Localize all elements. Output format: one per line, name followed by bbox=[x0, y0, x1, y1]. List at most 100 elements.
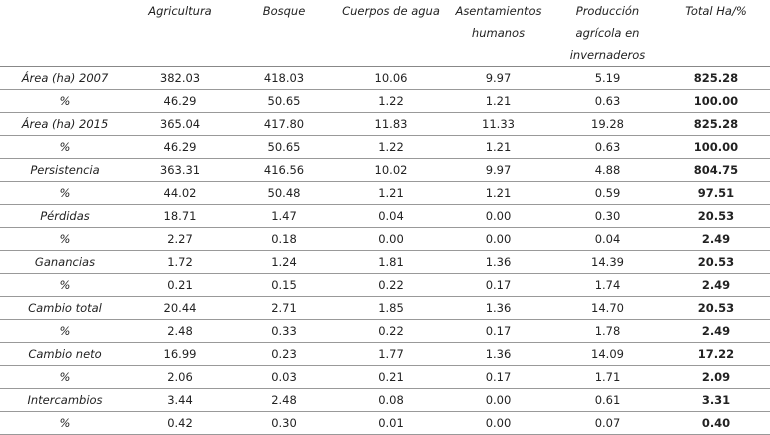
table-row: Cambio total 20.44 2.71 1.85 1.36 14.70 20.53 bbox=[0, 296, 770, 320]
row-label: Persistencia bbox=[0, 158, 130, 182]
value-cell: 1.74 bbox=[553, 273, 662, 297]
value-cell: 10.06 bbox=[338, 66, 444, 90]
value-cell: 0.15 bbox=[230, 273, 338, 297]
value-cell: 3.44 bbox=[130, 388, 230, 412]
value-cell: 418.03 bbox=[230, 66, 338, 90]
value-cell: 50.65 bbox=[230, 89, 338, 113]
value-cell: 50.48 bbox=[230, 181, 338, 205]
total-cell: 3.31 bbox=[662, 388, 770, 412]
table-row: Área (ha) 2007 382.03 418.03 10.06 9.97 5.19 8… bbox=[0, 66, 770, 90]
value-cell: 0.07 bbox=[553, 411, 662, 435]
table-row: % 2.48 0.33 0.22 0.17 1.78 2.49 bbox=[0, 319, 770, 343]
row-label: Área (ha) 2007 bbox=[0, 66, 130, 90]
value-cell: 0.00 bbox=[444, 204, 553, 228]
total-cell: 20.53 bbox=[662, 250, 770, 274]
row-label: Pérdidas bbox=[0, 204, 130, 228]
value-cell: 11.33 bbox=[444, 112, 553, 136]
table-row: % 2.27 0.18 0.00 0.00 0.04 2.49 bbox=[0, 227, 770, 251]
total-cell: 100.00 bbox=[662, 89, 770, 113]
value-cell: 0.61 bbox=[553, 388, 662, 412]
value-cell: 0.00 bbox=[444, 411, 553, 435]
table-row: % 46.29 50.65 1.22 1.21 0.63 100.00 bbox=[0, 89, 770, 113]
value-cell: 1.21 bbox=[444, 135, 553, 159]
value-cell: 1.71 bbox=[553, 365, 662, 389]
value-cell: 365.04 bbox=[130, 112, 230, 136]
value-cell: 0.17 bbox=[444, 319, 553, 343]
value-cell: 5.19 bbox=[553, 66, 662, 90]
row-label: Cambio total bbox=[0, 296, 130, 320]
value-cell: 1.21 bbox=[444, 89, 553, 113]
row-label: % bbox=[0, 227, 130, 251]
value-cell: 16.99 bbox=[130, 342, 230, 366]
table-row: % 2.06 0.03 0.21 0.17 1.71 2.09 bbox=[0, 365, 770, 389]
row-label: Intercambios bbox=[0, 388, 130, 412]
value-cell: 46.29 bbox=[130, 135, 230, 159]
total-cell: 17.22 bbox=[662, 342, 770, 366]
value-cell: 44.02 bbox=[130, 181, 230, 205]
total-cell: 825.28 bbox=[662, 66, 770, 90]
row-label: % bbox=[0, 181, 130, 205]
value-cell: 2.27 bbox=[130, 227, 230, 251]
table-row: % 44.02 50.48 1.21 1.21 0.59 97.51 bbox=[0, 181, 770, 205]
value-cell: 382.03 bbox=[130, 66, 230, 90]
value-cell: 50.65 bbox=[230, 135, 338, 159]
table-row: Intercambios 3.44 2.48 0.08 0.00 0.61 3.31 bbox=[0, 388, 770, 412]
value-cell: 0.21 bbox=[130, 273, 230, 297]
value-cell: 1.36 bbox=[444, 342, 553, 366]
column-header: Total Ha/% bbox=[662, 0, 770, 67]
column-header: Producción agrícola en invernaderos bbox=[553, 0, 662, 67]
value-cell: 1.36 bbox=[444, 296, 553, 320]
row-label: % bbox=[0, 135, 130, 159]
value-cell: 0.22 bbox=[338, 273, 444, 297]
value-cell: 46.29 bbox=[130, 89, 230, 113]
total-cell: 97.51 bbox=[662, 181, 770, 205]
value-cell: 14.70 bbox=[553, 296, 662, 320]
value-cell: 1.24 bbox=[230, 250, 338, 274]
value-cell: 0.30 bbox=[553, 204, 662, 228]
value-cell: 19.28 bbox=[553, 112, 662, 136]
total-cell: 2.49 bbox=[662, 319, 770, 343]
table-row: % 0.42 0.30 0.01 0.00 0.07 0.40 bbox=[0, 411, 770, 435]
value-cell: 417.80 bbox=[230, 112, 338, 136]
total-cell: 2.09 bbox=[662, 365, 770, 389]
value-cell: 1.22 bbox=[338, 89, 444, 113]
value-cell: 9.97 bbox=[444, 66, 553, 90]
value-cell: 0.03 bbox=[230, 365, 338, 389]
value-cell: 11.83 bbox=[338, 112, 444, 136]
total-cell: 0.40 bbox=[662, 411, 770, 435]
column-header: Asentamientos humanos bbox=[444, 0, 553, 67]
value-cell: 363.31 bbox=[130, 158, 230, 182]
value-cell: 0.17 bbox=[444, 365, 553, 389]
table-row: Persistencia 363.31 416.56 10.02 9.97 4.88 804… bbox=[0, 158, 770, 182]
value-cell: 0.23 bbox=[230, 342, 338, 366]
value-cell: 9.97 bbox=[444, 158, 553, 182]
row-label: % bbox=[0, 89, 130, 113]
column-header: Agricultura bbox=[130, 0, 230, 67]
value-cell: 0.30 bbox=[230, 411, 338, 435]
value-cell: 0.33 bbox=[230, 319, 338, 343]
row-label: % bbox=[0, 411, 130, 435]
column-header: Bosque bbox=[230, 0, 338, 67]
table-row: Pérdidas 18.71 1.47 0.04 0.00 0.30 20.53 bbox=[0, 204, 770, 228]
table-row: % 46.29 50.65 1.22 1.21 0.63 100.00 bbox=[0, 135, 770, 159]
column-header: Cuerpos de agua bbox=[338, 0, 444, 67]
value-cell: 0.00 bbox=[338, 227, 444, 251]
value-cell: 1.81 bbox=[338, 250, 444, 274]
corner-cell bbox=[0, 0, 130, 67]
value-cell: 0.00 bbox=[444, 227, 553, 251]
value-cell: 1.21 bbox=[338, 181, 444, 205]
value-cell: 0.04 bbox=[338, 204, 444, 228]
table-row: Área (ha) 2015 365.04 417.80 11.83 11.33 19.2… bbox=[0, 112, 770, 136]
value-cell: 4.88 bbox=[553, 158, 662, 182]
value-cell: 14.39 bbox=[553, 250, 662, 274]
row-label: Cambio neto bbox=[0, 342, 130, 366]
table-body: Área (ha) 2007 382.03 418.03 10.06 9.97 5.19 8… bbox=[0, 66, 770, 435]
value-cell: 2.71 bbox=[230, 296, 338, 320]
row-label: % bbox=[0, 319, 130, 343]
value-cell: 1.72 bbox=[130, 250, 230, 274]
value-cell: 1.21 bbox=[444, 181, 553, 205]
table-row: Cambio neto 16.99 0.23 1.77 1.36 14.09 17.22 bbox=[0, 342, 770, 366]
total-cell: 2.49 bbox=[662, 273, 770, 297]
value-cell: 0.63 bbox=[553, 135, 662, 159]
